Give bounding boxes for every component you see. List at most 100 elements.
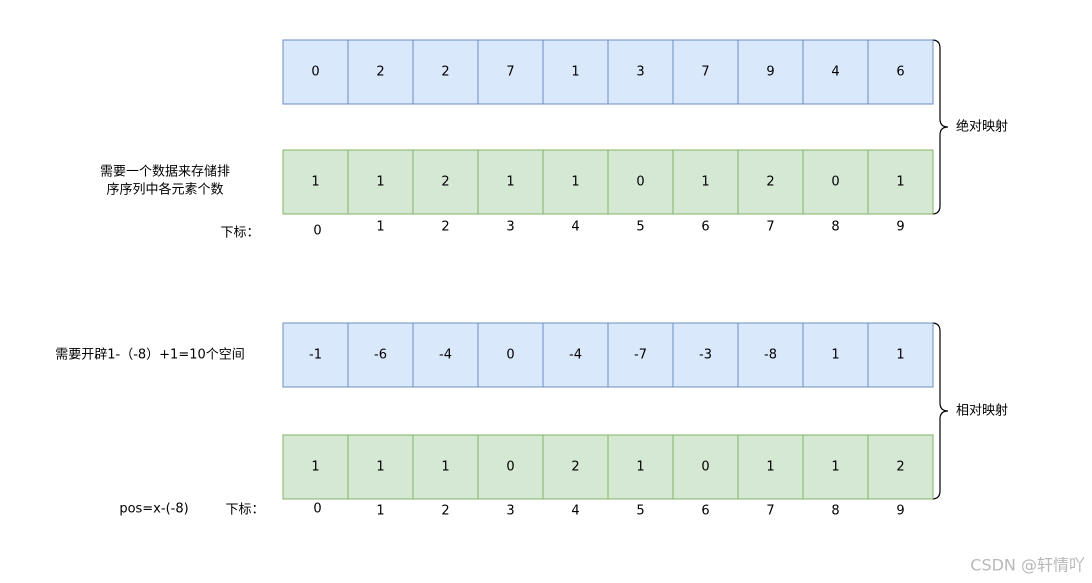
cell-value: -8 [764, 348, 777, 363]
index: 1 [376, 220, 384, 235]
cell [672, 322, 739, 388]
index: 8 [831, 220, 839, 235]
cell [412, 322, 479, 388]
cell-value: 1 [376, 175, 384, 190]
index: 0 [313, 224, 321, 239]
cell [542, 39, 609, 105]
cell-value: 9 [766, 65, 774, 80]
cell [802, 322, 869, 388]
cell-value: 2 [766, 175, 774, 190]
cell [802, 434, 869, 500]
cell-value: 6 [896, 65, 904, 80]
cell-value: 1 [896, 348, 904, 363]
watermark: CSDN @轩情吖 [970, 556, 1085, 575]
cell [672, 149, 739, 215]
cell [737, 434, 804, 500]
index: 6 [701, 504, 709, 519]
cell-value: 0 [506, 348, 514, 363]
cell [672, 39, 739, 105]
cell-value: 1 [441, 460, 449, 475]
index: 7 [766, 504, 774, 519]
cell [607, 149, 674, 215]
cell-value: 1 [636, 460, 644, 475]
index: 4 [571, 220, 579, 235]
cell [607, 322, 674, 388]
note: 需要一个数据来存储排 [100, 165, 230, 180]
cell-value: 0 [636, 175, 644, 190]
cell [737, 149, 804, 215]
cell-value: 3 [636, 65, 644, 80]
cell [542, 322, 609, 388]
brace [931, 322, 949, 500]
cell [347, 322, 414, 388]
cell-value: 0 [311, 65, 319, 80]
cell [607, 39, 674, 105]
cell-value: -6 [374, 348, 387, 363]
cell-value: 1 [506, 175, 514, 190]
index: 5 [636, 220, 644, 235]
cell-value: 1 [831, 460, 839, 475]
index: 1 [376, 504, 384, 519]
cell-value: 1 [571, 65, 579, 80]
cell-value: -4 [569, 348, 582, 363]
cell-value: 7 [701, 65, 709, 80]
cell-value: 1 [896, 175, 904, 190]
cell [802, 149, 869, 215]
index-label: 下标： [225, 503, 264, 518]
cell [412, 39, 479, 105]
cell-value: 2 [441, 175, 449, 190]
cell-value: 2 [376, 65, 384, 80]
cell-value: -7 [634, 348, 647, 363]
cell-value: 2 [441, 65, 449, 80]
cell-value: 1 [311, 460, 319, 475]
brace [931, 39, 949, 215]
cell [802, 39, 869, 105]
cell [282, 322, 349, 388]
cell [477, 322, 544, 388]
cell-value: 4 [831, 65, 839, 80]
cell [867, 39, 934, 105]
cell-value: 2 [571, 460, 579, 475]
index: 2 [441, 220, 449, 235]
cell [347, 39, 414, 105]
cell [867, 149, 934, 215]
index: 0 [313, 502, 321, 517]
note: 序序列中各元素个数 [106, 182, 223, 198]
cell [737, 322, 804, 388]
note: 需要开辟1-（-8）+1=10个空间 [55, 348, 245, 363]
cell [282, 39, 349, 105]
cell-value: 0 [506, 460, 514, 475]
cell-value: 1 [766, 460, 774, 475]
cell-value: 0 [831, 175, 839, 190]
cell [282, 149, 349, 215]
cell [607, 434, 674, 500]
cell-value: 1 [701, 175, 709, 190]
index: 3 [506, 504, 514, 519]
index: 8 [831, 504, 839, 519]
index-label: 下标： [220, 226, 259, 241]
cell-value: 1 [571, 175, 579, 190]
index: 9 [896, 504, 904, 519]
brace-label: 相对映射 [956, 403, 1008, 419]
cell-value: -4 [439, 348, 452, 363]
cell-value: -1 [309, 348, 322, 363]
formula: pos=x-(-8) [119, 502, 188, 517]
cell [542, 149, 609, 215]
cell [867, 322, 934, 388]
index: 9 [896, 220, 904, 235]
index: 4 [571, 504, 579, 519]
cell-value: 7 [506, 65, 514, 80]
cell-value: 1 [311, 175, 319, 190]
cell [477, 39, 544, 105]
cell-value: 0 [701, 460, 709, 475]
cell-value: 2 [896, 460, 904, 475]
cell [867, 434, 934, 500]
cell [347, 434, 414, 500]
cell-value: 1 [831, 348, 839, 363]
cell [412, 149, 479, 215]
brace-label: 绝对映射 [956, 119, 1008, 135]
index: 2 [441, 504, 449, 519]
index: 3 [506, 220, 514, 235]
cell-value: 1 [376, 460, 384, 475]
